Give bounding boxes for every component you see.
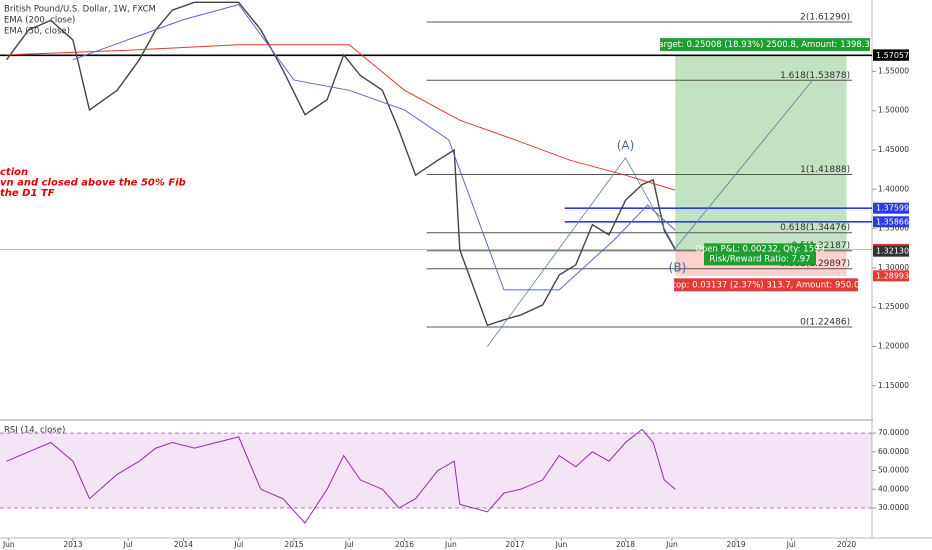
y-tick-label: 1.50000 bbox=[878, 106, 909, 115]
fib-label: 1.618(1.53878) bbox=[780, 71, 850, 81]
fib-label: 0.5(1.32187) bbox=[792, 241, 851, 251]
price-tag bbox=[873, 245, 909, 257]
fib-label: 0.618(1.34476) bbox=[780, 223, 850, 233]
price-tag bbox=[873, 270, 909, 282]
x-tick-label: Jul bbox=[344, 540, 354, 549]
pnl-label: Open P&L: 0.00232, Qty: 1593 bbox=[695, 244, 825, 254]
target-label: Target: 0.25008 (18.93%) 2500.8, Amount:… bbox=[654, 40, 876, 50]
x-tick-label: Jul bbox=[123, 540, 133, 549]
rsi-band bbox=[0, 433, 872, 509]
y-tick-label: 70.0000 bbox=[878, 428, 909, 437]
price-tag-label: 1.32130 bbox=[876, 247, 909, 256]
y-tick-label: 1.55000 bbox=[878, 66, 909, 75]
series-line bbox=[72, 4, 676, 291]
chart-title: British Pound/U.S. Dollar, 1W, FXCM bbox=[4, 5, 156, 15]
x-tick-label: Jun bbox=[665, 540, 678, 549]
wave-line bbox=[487, 79, 814, 347]
price-axis-bg bbox=[873, 0, 932, 537]
y-tick-label: 1.45000 bbox=[878, 145, 909, 154]
rsi-pane bbox=[0, 428, 872, 524]
series-line bbox=[6, 428, 676, 524]
price-tag-label: 1.28993 bbox=[876, 271, 909, 280]
y-tick-label: 30.0000 bbox=[878, 503, 909, 512]
annotation: the D1 TF bbox=[0, 188, 55, 199]
annotation: vn and closed above the 50% Fib bbox=[0, 178, 186, 189]
x-tick-label: 2014 bbox=[174, 540, 193, 549]
wave-label: (A) bbox=[617, 139, 635, 153]
price-tag bbox=[873, 202, 909, 214]
wave-label: (B) bbox=[669, 260, 687, 274]
pnl-bg bbox=[704, 243, 816, 266]
price-tag-label: 1.37599 bbox=[876, 204, 909, 213]
series-line bbox=[6, 1, 676, 327]
x-tick-label: 2013 bbox=[63, 540, 82, 549]
y-tick-label: 1.40000 bbox=[878, 184, 909, 193]
x-tick-label: 2018 bbox=[616, 540, 635, 549]
y-tick-label: 1.30000 bbox=[878, 263, 909, 272]
x-tick-label: Jun bbox=[444, 540, 457, 549]
x-tick-label: Jul bbox=[786, 540, 796, 549]
x-tick-label: 2016 bbox=[395, 540, 414, 549]
y-tick-label: 50.0000 bbox=[878, 466, 909, 475]
x-tick-label: Jun bbox=[555, 540, 568, 549]
y-tick-label: 60.0000 bbox=[878, 447, 909, 456]
target-label-bg bbox=[660, 38, 870, 52]
series-line bbox=[6, 44, 676, 191]
fib-label: 0(1.22486) bbox=[800, 317, 850, 327]
y-tick-label: 40.0000 bbox=[878, 484, 909, 493]
price-tag-label: 1.57057 bbox=[876, 51, 909, 60]
price-tag bbox=[873, 216, 909, 228]
rsi-title: RSI (14, close) bbox=[4, 426, 65, 436]
legend-entry: EMA (200, close) bbox=[4, 16, 75, 26]
y-tick-label: 1.15000 bbox=[878, 381, 909, 390]
y-tick-label: 1.25000 bbox=[878, 302, 909, 311]
target-zone bbox=[675, 54, 847, 250]
x-tick-label: Jun bbox=[2, 540, 15, 549]
x-tick-label: 2020 bbox=[837, 540, 856, 549]
x-tick-label: 2017 bbox=[505, 540, 524, 549]
x-tick-label: 2015 bbox=[284, 540, 303, 549]
fib-label: 2(1.61290) bbox=[800, 13, 850, 23]
price-tag bbox=[873, 49, 909, 61]
stop-label: Stop: 0.03137 (2.37%) 313.7, Amount: 950… bbox=[667, 280, 865, 290]
rr-label: Risk/Reward Ratio: 7.97 bbox=[709, 254, 810, 264]
fib-label: 1(1.41888) bbox=[800, 165, 850, 175]
y-tick-label: 1.20000 bbox=[878, 342, 909, 351]
x-tick-label: 2019 bbox=[727, 540, 746, 549]
price-tag-label: 1.35866 bbox=[876, 217, 909, 226]
stop-label-bg bbox=[674, 278, 858, 292]
legend-entry: EMA (50, close) bbox=[4, 27, 70, 37]
y-tick-label: 1.35000 bbox=[878, 224, 909, 233]
x-tick-label: Jul bbox=[233, 540, 243, 549]
annotation: ction bbox=[0, 167, 28, 178]
